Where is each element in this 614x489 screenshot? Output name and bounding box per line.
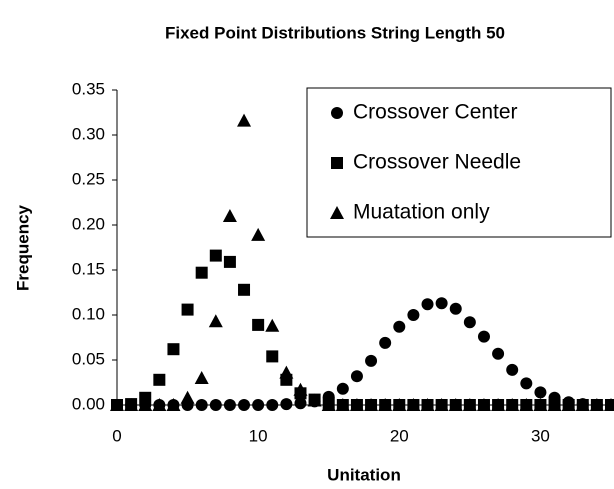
legend-marker xyxy=(331,107,343,119)
marker xyxy=(491,398,506,411)
marker xyxy=(307,393,322,407)
marker xyxy=(194,371,209,384)
marker xyxy=(252,318,265,331)
marker xyxy=(195,399,208,411)
y-axis-label: Frequency xyxy=(13,204,32,291)
marker xyxy=(435,297,448,310)
legend-label: Crossover Needle xyxy=(353,151,521,174)
marker xyxy=(533,398,548,411)
marker xyxy=(547,398,562,411)
y-tick-label: 0.05 xyxy=(72,349,105,368)
x-tick-label: 0 xyxy=(112,426,121,445)
marker xyxy=(534,386,547,399)
marker xyxy=(520,377,533,390)
marker xyxy=(209,249,222,262)
marker xyxy=(421,298,434,311)
legend-label: Muatation only xyxy=(353,201,490,224)
legend-marker xyxy=(331,157,343,169)
marker xyxy=(379,336,392,349)
marker xyxy=(477,330,490,343)
marker xyxy=(335,398,350,411)
chart-title: Fixed Point Distributions String Length … xyxy=(165,23,505,42)
marker xyxy=(139,391,152,404)
marker xyxy=(294,397,307,410)
marker xyxy=(195,266,208,279)
marker xyxy=(420,398,435,411)
marker xyxy=(153,373,166,386)
marker xyxy=(321,398,336,411)
marker xyxy=(434,398,449,411)
marker xyxy=(365,354,378,367)
marker xyxy=(350,370,363,383)
marker xyxy=(152,398,167,411)
marker xyxy=(561,398,576,411)
legend-label: Crossover Center xyxy=(353,101,518,124)
y-tick-label: 0.25 xyxy=(72,169,105,188)
y-tick-label: 0.20 xyxy=(72,214,105,233)
x-tick-label: 30 xyxy=(531,426,550,445)
marker xyxy=(462,398,477,411)
marker xyxy=(238,399,251,411)
y-tick-label: 0.15 xyxy=(72,259,105,278)
marker xyxy=(279,365,294,379)
marker xyxy=(407,309,420,321)
marker xyxy=(336,382,349,395)
marker xyxy=(124,398,139,411)
marker xyxy=(222,209,237,222)
marker xyxy=(589,398,604,411)
marker xyxy=(166,398,181,411)
marker xyxy=(378,398,393,411)
marker xyxy=(393,320,406,333)
y-tick-label: 0.35 xyxy=(72,79,105,98)
marker xyxy=(251,227,266,241)
marker xyxy=(208,314,223,328)
legend-box xyxy=(306,87,612,238)
y-tick-label: 0.30 xyxy=(72,124,105,143)
y-tick-label: 0.00 xyxy=(72,394,105,413)
marker xyxy=(476,398,491,411)
marker xyxy=(392,398,407,411)
marker xyxy=(575,398,590,411)
legend-marker xyxy=(330,206,344,219)
x-tick-label: 20 xyxy=(390,426,409,445)
x-axis-label: Unitation xyxy=(327,465,401,484)
y-tick-label: 0.10 xyxy=(72,304,105,323)
marker xyxy=(138,398,153,411)
marker xyxy=(110,398,124,411)
marker xyxy=(266,399,279,411)
marker xyxy=(349,398,364,411)
marker xyxy=(604,398,614,411)
marker xyxy=(492,347,505,360)
marker xyxy=(506,363,519,376)
marker xyxy=(364,398,379,411)
marker xyxy=(406,398,421,411)
marker xyxy=(265,318,280,332)
marker xyxy=(266,350,279,363)
marker xyxy=(463,316,476,329)
marker xyxy=(167,343,180,356)
marker xyxy=(449,302,462,315)
marker xyxy=(505,398,520,411)
marker xyxy=(209,399,222,411)
marker xyxy=(280,398,293,411)
marker xyxy=(252,399,265,411)
marker xyxy=(223,399,236,411)
marker xyxy=(448,398,463,411)
marker xyxy=(519,398,534,411)
marker xyxy=(180,390,195,404)
x-tick-label: 10 xyxy=(249,426,268,445)
marker xyxy=(223,255,236,268)
marker xyxy=(238,283,251,296)
marker xyxy=(237,113,252,127)
marker xyxy=(293,382,308,396)
marker xyxy=(181,303,194,316)
